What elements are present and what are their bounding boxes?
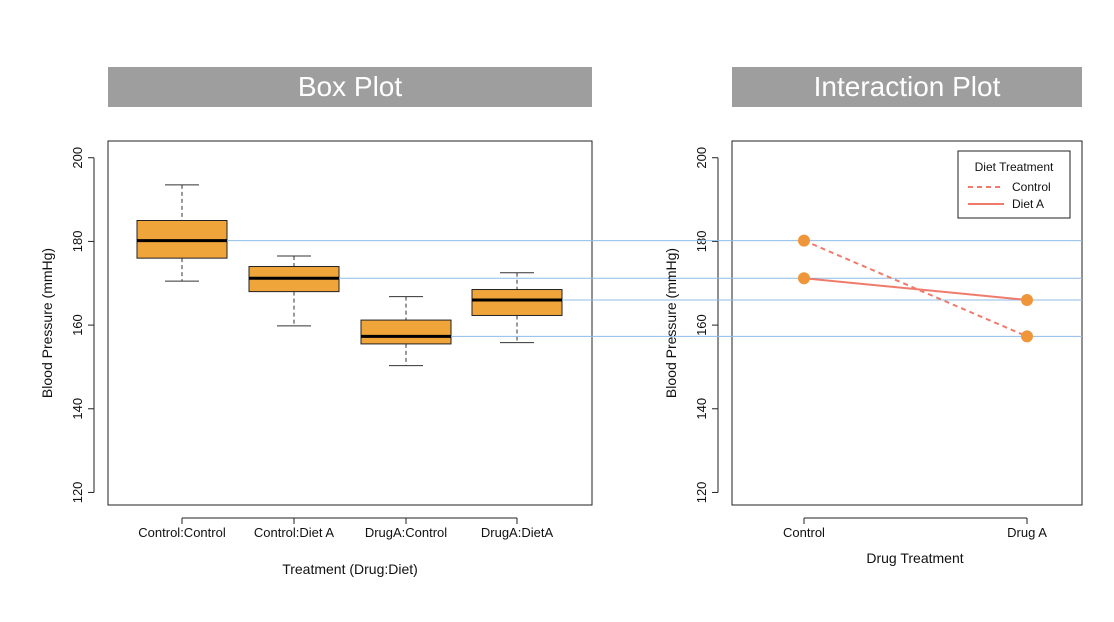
legend-label-control: Control bbox=[1012, 180, 1051, 194]
box-plot-marks bbox=[136, 184, 563, 367]
interaction-plot-x-tick-label: Drug A bbox=[1007, 525, 1047, 540]
box-plot-x-tick-label: Control:Control bbox=[138, 525, 226, 540]
box-plot-y-tick-label: 180 bbox=[70, 231, 85, 253]
box-plot-x-tick-label: Control:Diet A bbox=[254, 525, 335, 540]
interaction-plot-marks bbox=[798, 234, 1033, 343]
box-plot-y-tick-label: 120 bbox=[70, 482, 85, 504]
series-control-point bbox=[1021, 330, 1033, 343]
legend: Diet Treatment Control Diet A bbox=[957, 150, 1071, 219]
interaction-plot-y-tick-label: 180 bbox=[694, 231, 709, 253]
box-plot-x-tick-label: DrugA:Control bbox=[365, 525, 447, 540]
box-druga-control-iqr bbox=[360, 319, 452, 345]
interaction-plot-x-tick-label: Control bbox=[783, 525, 825, 540]
box-plot-x-tick-label: DrugA:DietA bbox=[481, 525, 554, 540]
interaction-plot-x-axis: Control Drug A bbox=[783, 517, 1047, 540]
interaction-plot-y-tick-label: 200 bbox=[694, 147, 709, 169]
legend-title: Diet Treatment bbox=[975, 160, 1054, 174]
interaction-plot-y-tick-label: 140 bbox=[694, 398, 709, 420]
box-plot-y-tick-label: 200 bbox=[70, 147, 85, 169]
interaction-plot-y-axis: 120 140 160 180 200 bbox=[694, 147, 719, 504]
interaction-plot-x-label: Drug Treatment bbox=[866, 550, 963, 566]
box-plot-y-label: Blood Pressure (mmHg) bbox=[39, 248, 55, 398]
interaction-plot-y-label: Blood Pressure (mmHg) bbox=[663, 248, 679, 398]
box-plot-title: Box Plot bbox=[108, 67, 592, 107]
box-plot-frame bbox=[107, 140, 593, 506]
interaction-plot-y-tick-label: 160 bbox=[694, 314, 709, 336]
box-plot-y-tick-label: 160 bbox=[70, 314, 85, 336]
interaction-plot-frame bbox=[731, 140, 1083, 506]
box-plot-y-axis: 120 140 160 180 200 bbox=[70, 147, 95, 504]
guide-lines bbox=[227, 240, 1082, 337]
interaction-plot-y-tick-label: 120 bbox=[694, 482, 709, 504]
box-plot-y-tick-label: 140 bbox=[70, 398, 85, 420]
series-diet-a-line bbox=[803, 277, 1028, 301]
series-diet-a-point bbox=[798, 272, 810, 285]
box-plot-x-axis: Control:Control Control:Diet A DrugA:Contr… bbox=[138, 517, 554, 540]
series-control-point bbox=[798, 234, 810, 247]
series-diet-a-point bbox=[1021, 293, 1033, 306]
legend-label-diet-a: Diet A bbox=[1012, 197, 1044, 211]
legend-box bbox=[957, 150, 1071, 219]
box-plot-x-label: Treatment (Drug:Diet) bbox=[282, 561, 418, 577]
interaction-plot-title: Interaction Plot bbox=[732, 67, 1082, 107]
box-druga-dieta-iqr bbox=[471, 289, 563, 316]
